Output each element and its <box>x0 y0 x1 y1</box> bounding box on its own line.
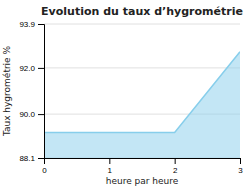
tick: 0 <box>42 158 47 175</box>
tick: 2 <box>173 158 178 175</box>
tick-mark <box>38 114 44 115</box>
plot: 0 1 2 3 88.1 90.0 92.0 93.9 <box>19 20 243 175</box>
tick-mark <box>240 158 241 164</box>
y-axis-title: Taux hygrométrie % <box>2 45 12 137</box>
tick-mark <box>38 24 44 25</box>
tick-mark <box>109 158 110 164</box>
x-axis-title: heure par heure <box>106 176 179 186</box>
tick: 92.0 <box>19 64 44 73</box>
data <box>44 52 240 158</box>
grid-line <box>44 24 240 25</box>
tick-label: 3 <box>238 166 243 175</box>
x-axis: 0 1 2 3 <box>42 158 243 175</box>
tick: 1 <box>108 158 113 175</box>
tick: 3 <box>238 158 243 175</box>
grid-line <box>44 67 240 68</box>
tick-mark <box>175 158 176 164</box>
area <box>44 52 240 158</box>
tick-label: 88.1 <box>19 154 35 163</box>
y-axis: 88.1 90.0 92.0 93.9 <box>19 20 44 163</box>
tick-label: 1 <box>108 166 113 175</box>
tick-label: 93.9 <box>19 20 35 29</box>
axis-line <box>38 25 45 159</box>
tick-label: 2 <box>173 166 178 175</box>
tick: 90.0 <box>19 110 44 119</box>
tick-label: 92.0 <box>19 64 35 73</box>
tick: 88.1 <box>19 154 44 163</box>
tick: 93.9 <box>19 20 44 29</box>
chart: 0 1 2 3 88.1 90.0 92.0 93.9 Evolution du taux d’… <box>0 0 250 188</box>
tick-label: 90.0 <box>19 110 35 119</box>
tick-mark <box>38 158 44 159</box>
axis-line <box>45 159 241 165</box>
title: Evolution du taux d’hygrométrie <box>41 5 243 18</box>
line <box>44 52 240 133</box>
tick-mark <box>38 68 44 69</box>
grid <box>44 24 240 158</box>
tick-label: 0 <box>42 166 47 175</box>
